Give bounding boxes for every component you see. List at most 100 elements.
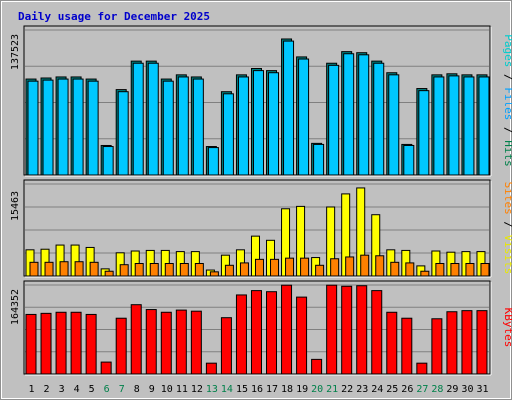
day-label-18: 18 <box>281 384 293 395</box>
legend-entry: Pages <box>502 34 512 67</box>
day-label-5: 5 <box>89 384 95 395</box>
day-label-21: 21 <box>326 384 338 395</box>
bar-sites-day-9 <box>149 263 159 277</box>
bar-files-day-12 <box>192 78 204 176</box>
day-label-3: 3 <box>59 384 65 395</box>
bar-sites-day-1 <box>29 261 39 277</box>
bar-files-day-13 <box>207 147 219 176</box>
legend-entry: / <box>502 215 512 235</box>
bar-files-day-19 <box>298 58 310 176</box>
bar-files-day-20 <box>313 143 325 176</box>
bar-sites-day-15 <box>239 262 249 277</box>
day-labels: 1 2 3 4 5 6 7 8 9 10 11 12 13 14 15 16 17 18 19 20 21 22 23 24 2… <box>29 384 489 395</box>
day-label-14: 14 <box>221 384 233 395</box>
bar-sites-day-3 <box>59 261 69 277</box>
bar-files-day-15 <box>237 76 249 176</box>
day-label-22: 22 <box>341 384 353 395</box>
legend-entry: / <box>502 67 512 87</box>
bar-kbytes-day-30 <box>461 310 473 375</box>
panel-side-legend: KBytes <box>502 308 512 348</box>
chart-panels: 137523 Pages / Files / Hits 15463 Sites / V… <box>10 25 512 376</box>
bar-kbytes-day-11 <box>175 309 187 375</box>
bar-sites-day-22 <box>345 256 355 277</box>
bar-files-day-14 <box>222 93 234 176</box>
bar-kbytes-day-9 <box>145 309 157 375</box>
bar-files-day-16 <box>252 70 264 176</box>
bar-sites-day-30 <box>465 263 475 277</box>
bar-sites-day-28 <box>435 263 445 277</box>
bar-kbytes-day-26 <box>401 317 413 375</box>
bar-sites-day-19 <box>300 257 310 277</box>
bar-kbytes-day-8 <box>130 304 142 375</box>
bar-sites-day-2 <box>44 261 54 277</box>
bar-files-day-9 <box>147 62 159 176</box>
bar-sites-day-13 <box>209 271 219 277</box>
bar-files-day-24 <box>373 62 385 176</box>
day-label-19: 19 <box>296 384 308 395</box>
bar-files-day-26 <box>403 144 415 176</box>
bar-sites-day-18 <box>285 257 295 277</box>
bar-files-day-27 <box>418 90 430 176</box>
bar-sites-day-31 <box>480 263 490 277</box>
bar-files-day-2 <box>42 79 54 176</box>
day-label-7: 7 <box>119 384 125 395</box>
day-label-4: 4 <box>74 384 80 395</box>
day-label-27: 27 <box>416 384 428 395</box>
bar-sites-day-6 <box>104 270 114 277</box>
legend-entry: KBytes <box>502 308 512 348</box>
bar-files-day-1 <box>27 80 39 176</box>
bar-kbytes-day-7 <box>115 317 127 375</box>
day-label-26: 26 <box>401 384 413 395</box>
bar-sites-day-24 <box>375 255 385 277</box>
bar-sites-day-27 <box>420 270 430 277</box>
day-label-15: 15 <box>236 384 248 395</box>
bar-kbytes-day-18 <box>281 284 293 375</box>
day-label-9: 9 <box>149 384 155 395</box>
bar-files-day-17 <box>268 72 280 176</box>
bar-kbytes-day-10 <box>160 311 172 375</box>
panel-max-label: 137523 <box>10 34 21 70</box>
bar-files-day-25 <box>388 74 400 176</box>
legend-entry: Sites <box>502 182 512 215</box>
day-label-23: 23 <box>356 384 368 395</box>
bar-kbytes-day-31 <box>476 310 488 375</box>
day-label-17: 17 <box>266 384 278 395</box>
bar-kbytes-day-27 <box>416 362 428 375</box>
day-label-31: 31 <box>476 384 488 395</box>
bar-files-day-28 <box>433 76 445 176</box>
bar-files-day-4 <box>72 78 84 176</box>
panel-side-legend: Sites / Visits <box>502 182 512 275</box>
bar-kbytes-day-17 <box>266 291 278 375</box>
day-label-25: 25 <box>386 384 398 395</box>
bar-files-day-7 <box>117 91 129 176</box>
day-label-28: 28 <box>431 384 443 395</box>
bar-kbytes-day-12 <box>190 310 202 375</box>
panel-max-label: 15463 <box>10 191 21 221</box>
day-label-6: 6 <box>104 384 110 395</box>
bar-sites-day-8 <box>134 263 144 277</box>
bar-files-day-30 <box>463 76 475 176</box>
day-label-1: 1 <box>29 384 35 395</box>
bar-sites-day-20 <box>315 264 325 277</box>
legend-entry: Hits <box>502 140 512 167</box>
bar-kbytes-day-16 <box>250 290 262 375</box>
bar-kbytes-day-3 <box>55 311 67 375</box>
day-label-30: 30 <box>461 384 473 395</box>
bar-kbytes-day-5 <box>85 313 97 375</box>
bar-sites-day-29 <box>450 263 460 277</box>
bar-files-day-6 <box>102 146 114 176</box>
bar-sites-day-16 <box>254 258 264 277</box>
day-label-8: 8 <box>134 384 140 395</box>
bar-kbytes-day-24 <box>371 290 383 375</box>
day-label-11: 11 <box>176 384 188 395</box>
bar-sites-day-23 <box>360 254 370 277</box>
bar-sites-day-7 <box>119 264 129 277</box>
bar-kbytes-day-2 <box>40 312 52 375</box>
bar-sites-day-14 <box>224 264 234 277</box>
day-label-2: 2 <box>44 384 50 395</box>
bar-kbytes-day-22 <box>341 285 353 375</box>
bar-sites-day-17 <box>270 258 280 277</box>
